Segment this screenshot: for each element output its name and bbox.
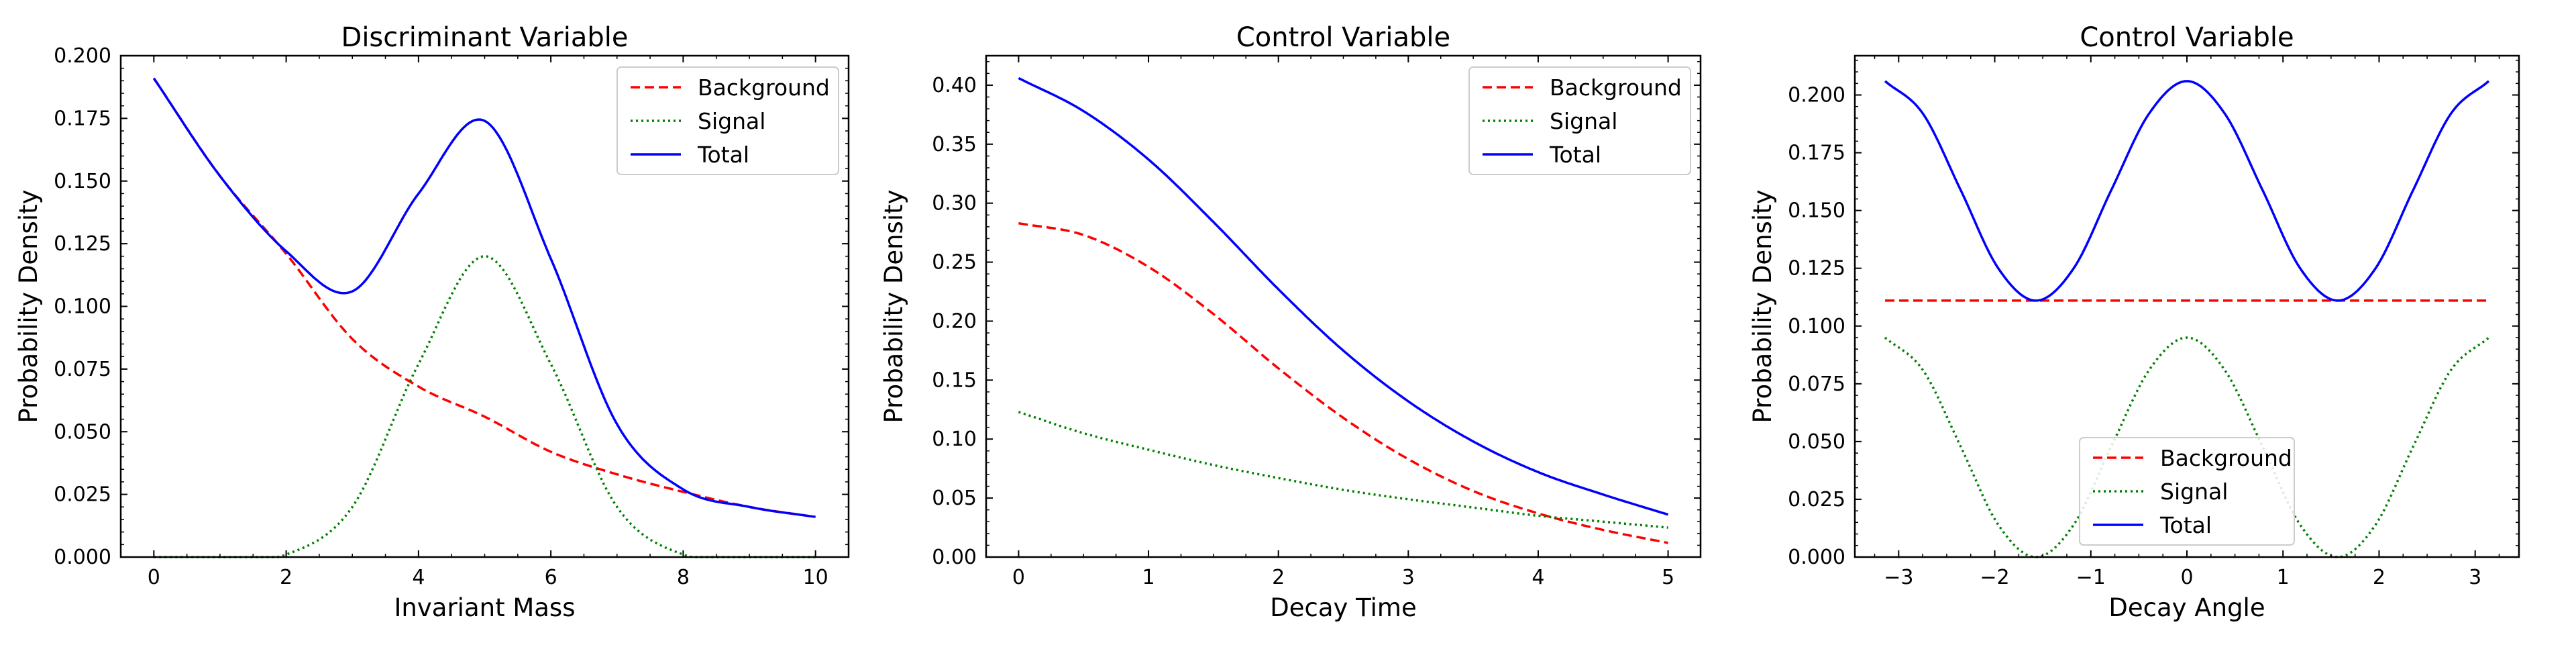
series-group: [1018, 77, 1669, 544]
y-tick-label: 0.125: [1788, 257, 1845, 281]
y-tick-label: 0.00: [932, 546, 977, 569]
legend-label-background: Background: [698, 74, 830, 101]
x-tick-label: 2: [2373, 566, 2385, 589]
y-tick-label: 0.075: [54, 358, 111, 381]
x-tick-label: 4: [412, 566, 425, 589]
y-axis-label: Probability Density: [1748, 189, 1777, 423]
y-tick-label: 0.125: [54, 232, 111, 256]
y-tick-label: 0.150: [1788, 199, 1845, 223]
tick-group: 0 1 2 3 4 5 0.00 0.05 0.10 0.15 0.20 0.25 0.30 0.35 0.…: [932, 56, 1701, 589]
x-tick-label: 8: [677, 566, 690, 589]
y-tick-label: 0.40: [932, 74, 977, 97]
legend-label-signal: Signal: [1550, 108, 1617, 134]
y-tick-label: 0.025: [54, 483, 111, 507]
tick-group: −3 −2 −1 0 1 2 3 0.000 0.025 0.050 0.075 0.100 0.125…: [1788, 56, 2519, 589]
series-line-signal: [154, 255, 816, 558]
x-axis-label: Invariant Mass: [394, 593, 576, 622]
y-tick-label: 0.050: [1788, 430, 1845, 454]
x-axis-label: Decay Angle: [2108, 593, 2265, 622]
legend-label-total: Total: [1549, 142, 1601, 168]
y-tick-label: 0.10: [932, 428, 977, 451]
legend: Background Signal Total: [616, 66, 839, 175]
legend-frame: [2079, 437, 2295, 546]
x-tick-label: 0: [148, 566, 160, 589]
y-tick-label: 0.100: [54, 295, 111, 319]
chart-title: Discriminant Variable: [341, 22, 629, 53]
legend-label-signal: Signal: [2160, 479, 2228, 505]
y-tick-label: 0.05: [932, 487, 977, 510]
legend: Background Signal Total: [2079, 437, 2295, 546]
y-tick-label: 0.200: [1788, 84, 1845, 107]
x-tick-label: −3: [1884, 566, 1913, 589]
panel-discriminant: Discriminant Variable 0 2 4 6 8 10 0.000 0.025 0.…: [14, 22, 850, 622]
x-tick-label: 0: [1012, 566, 1025, 589]
x-tick-label: −1: [2076, 566, 2106, 589]
panel-decay-time: Control Variable 0 1 2 3 4 5 0.00 0.05 0.10 0.15 0.…: [879, 22, 1702, 622]
y-tick-label: 0.000: [54, 546, 111, 569]
x-tick-label: 3: [2469, 566, 2481, 589]
x-tick-label: 1: [2277, 566, 2290, 589]
chart-title: Control Variable: [2080, 22, 2294, 53]
panel-decay-angle: Control Variable −3 −2 −1 0 1 2 3 0.000 0.025 0.05…: [1748, 22, 2520, 622]
y-axis-label: Probability Density: [14, 189, 43, 423]
y-tick-label: 0.30: [932, 192, 977, 215]
legend-label-total: Total: [697, 142, 749, 168]
tick-group: 0 2 4 6 8 10 0.000 0.025 0.050 0.075 0.100 0.125 0.1…: [54, 44, 849, 589]
x-tick-label: 3: [1402, 566, 1415, 589]
x-tick-label: 5: [1662, 566, 1674, 589]
y-tick-label: 0.200: [54, 44, 111, 68]
x-axis-label: Decay Time: [1270, 593, 1416, 622]
x-tick-label: 2: [280, 566, 292, 589]
y-tick-label: 0.35: [932, 133, 977, 156]
x-tick-label: −2: [1980, 566, 2009, 589]
series-group: [1884, 80, 2490, 558]
x-tick-label: 0: [2180, 566, 2193, 589]
y-tick-label: 0.25: [932, 251, 977, 275]
legend-label-background: Background: [1550, 74, 1682, 101]
series-line-total: [1884, 80, 2490, 302]
y-tick-label: 0.075: [1788, 372, 1845, 396]
y-tick-label: 0.175: [1788, 142, 1845, 165]
y-tick-label: 0.175: [54, 107, 111, 130]
series-line-total: [1018, 77, 1669, 516]
legend: Background Signal Total: [1468, 66, 1691, 175]
x-tick-label: 4: [1532, 566, 1544, 589]
y-tick-label: 0.100: [1788, 315, 1845, 338]
series-line-signal: [1018, 411, 1668, 529]
x-tick-label: 10: [803, 566, 828, 589]
series-line-signal: [1884, 336, 2490, 558]
x-tick-label: 1: [1142, 566, 1155, 589]
y-tick-label: 0.050: [54, 420, 111, 444]
y-tick-label: 0.20: [932, 309, 977, 333]
x-tick-label: 2: [1272, 566, 1285, 589]
legend-label-signal: Signal: [698, 108, 765, 134]
series-line-total: [152, 77, 816, 518]
series-line-background: [1018, 221, 1668, 544]
x-tick-label: 6: [545, 566, 557, 589]
legend-frame: [1468, 66, 1691, 175]
y-axis-label: Probability Density: [879, 189, 908, 423]
legend-label-background: Background: [2160, 445, 2292, 471]
legend-label-total: Total: [2159, 512, 2212, 538]
y-tick-label: 0.025: [1788, 488, 1845, 511]
y-tick-label: 0.000: [1788, 546, 1845, 569]
y-tick-label: 0.150: [54, 170, 111, 193]
y-tick-label: 0.15: [932, 368, 977, 392]
series-group: [152, 77, 816, 558]
legend-frame: [616, 66, 839, 175]
chart-title: Control Variable: [1236, 22, 1450, 53]
